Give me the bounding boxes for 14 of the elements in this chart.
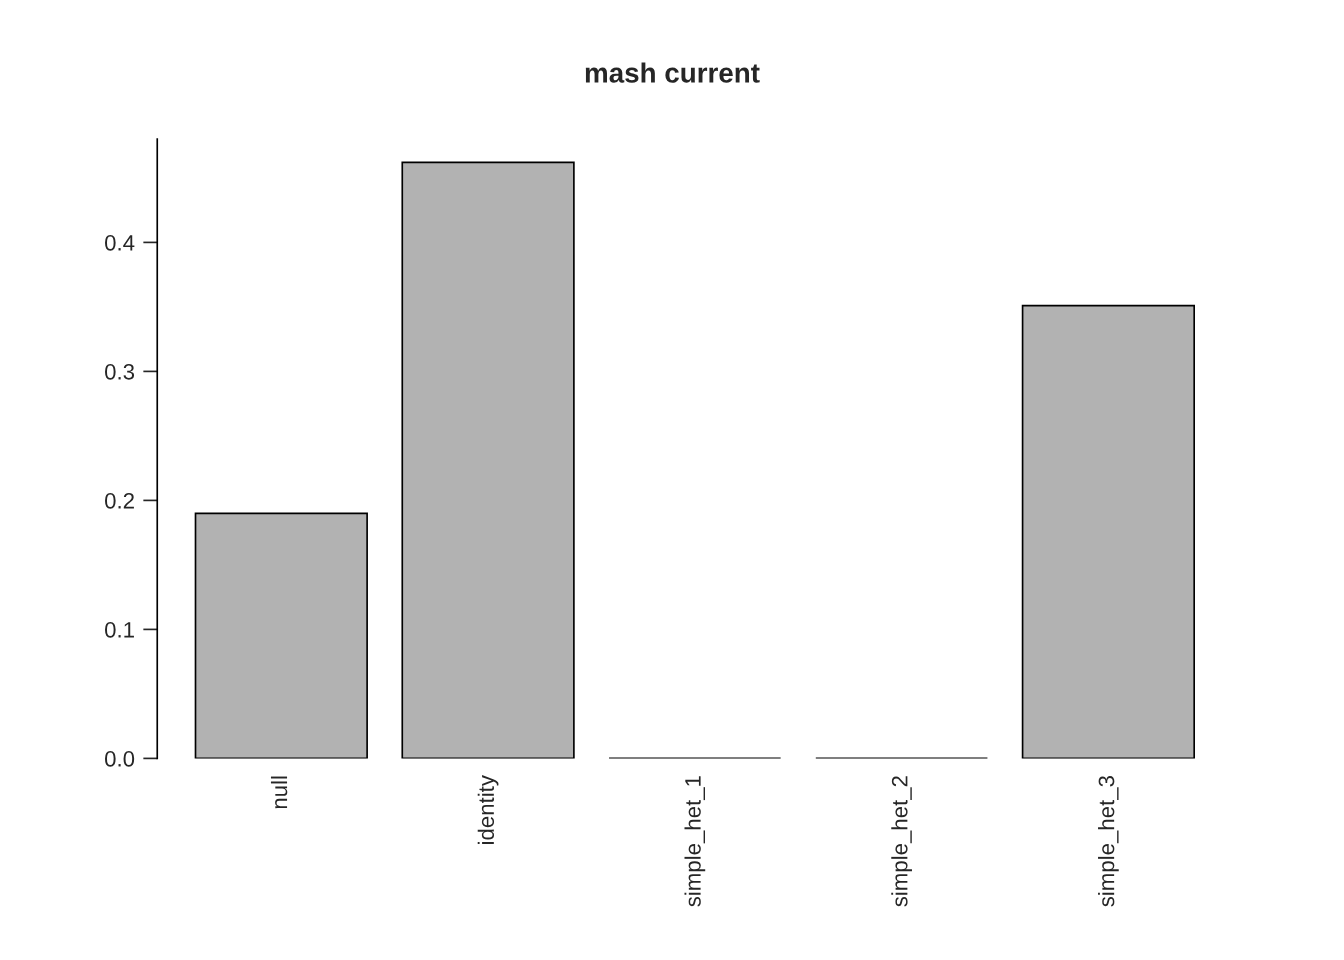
x-tick-label: simple_het_1 <box>684 776 706 907</box>
chart-title: mash current <box>585 62 760 83</box>
y-tick-label: 0.4 <box>105 234 135 251</box>
x-tick-label: identity <box>477 775 499 844</box>
x-tick-label: simple_het_3 <box>1098 776 1119 907</box>
x-tick-label: simple_het_2 <box>891 776 912 907</box>
bar <box>401 161 575 759</box>
y-tick-label: 0.3 <box>105 363 135 380</box>
bar <box>194 512 368 759</box>
bar <box>1021 304 1196 759</box>
x-tick-label: null <box>270 776 288 809</box>
y-tick-label: 0.2 <box>105 492 134 509</box>
y-tick-label: 0.0 <box>105 750 135 767</box>
y-tick-label: 0.1 <box>105 621 134 638</box>
